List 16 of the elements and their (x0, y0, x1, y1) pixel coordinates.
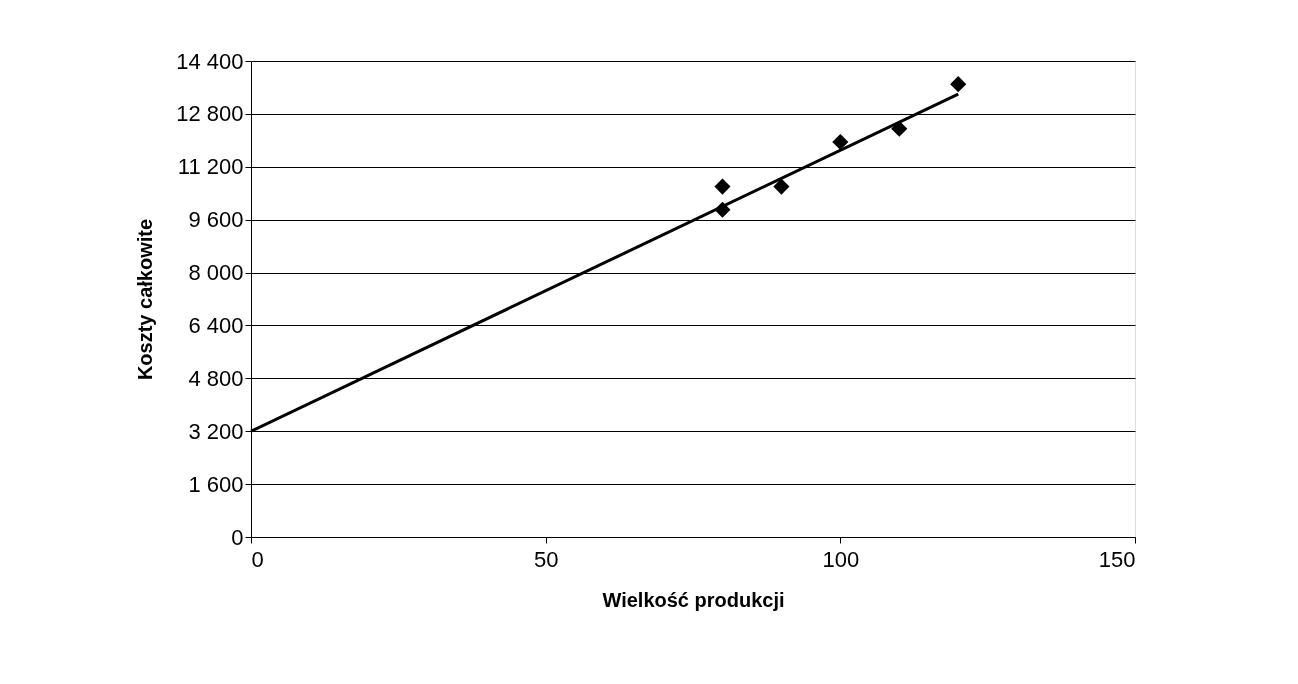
y-tick-label: 1 600 (188, 471, 244, 497)
y-tick-label: 9 600 (188, 207, 244, 233)
y-tick-label: 8 000 (188, 260, 244, 286)
y-tick-label: 3 200 (188, 418, 244, 444)
y-tick-label: 0 (231, 524, 244, 550)
y-tick-label: 4 800 (188, 365, 244, 391)
x-tick-label: 100 (822, 546, 860, 572)
x-tick-label: 0 (251, 546, 264, 572)
y-tick-label: 12 800 (176, 101, 244, 127)
x-tick-label: 150 (1098, 546, 1136, 572)
y-tick-label: 14 400 (176, 48, 244, 74)
y-tick-label: 11 200 (177, 154, 244, 180)
y-axis-title: Koszty całkowite (134, 218, 157, 381)
x-tick-label: 50 (533, 546, 559, 572)
x-axis-title: Wielkość produkcji (602, 588, 785, 611)
y-tick-label: 6 400 (188, 312, 244, 338)
